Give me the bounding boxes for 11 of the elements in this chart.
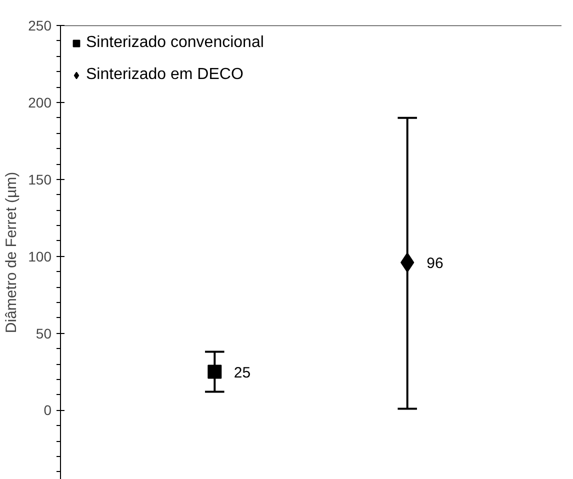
y-tick-label: 0 xyxy=(44,402,52,418)
data-label: 96 xyxy=(426,255,444,272)
y-tick-label: 250 xyxy=(28,18,52,34)
y-tick-label: 50 xyxy=(36,325,52,342)
y-tick-label: 150 xyxy=(28,171,52,188)
y-tick-label: 200 xyxy=(28,94,52,110)
legend-label: Sinterizado convencional xyxy=(86,34,264,52)
data-label: 25 xyxy=(234,364,251,382)
y-axis-title: Diâmetro de Ferret (µm) xyxy=(3,172,20,334)
legend-label: Sinterizado em DECO xyxy=(86,66,244,84)
y-tick-label: 100 xyxy=(28,248,52,264)
